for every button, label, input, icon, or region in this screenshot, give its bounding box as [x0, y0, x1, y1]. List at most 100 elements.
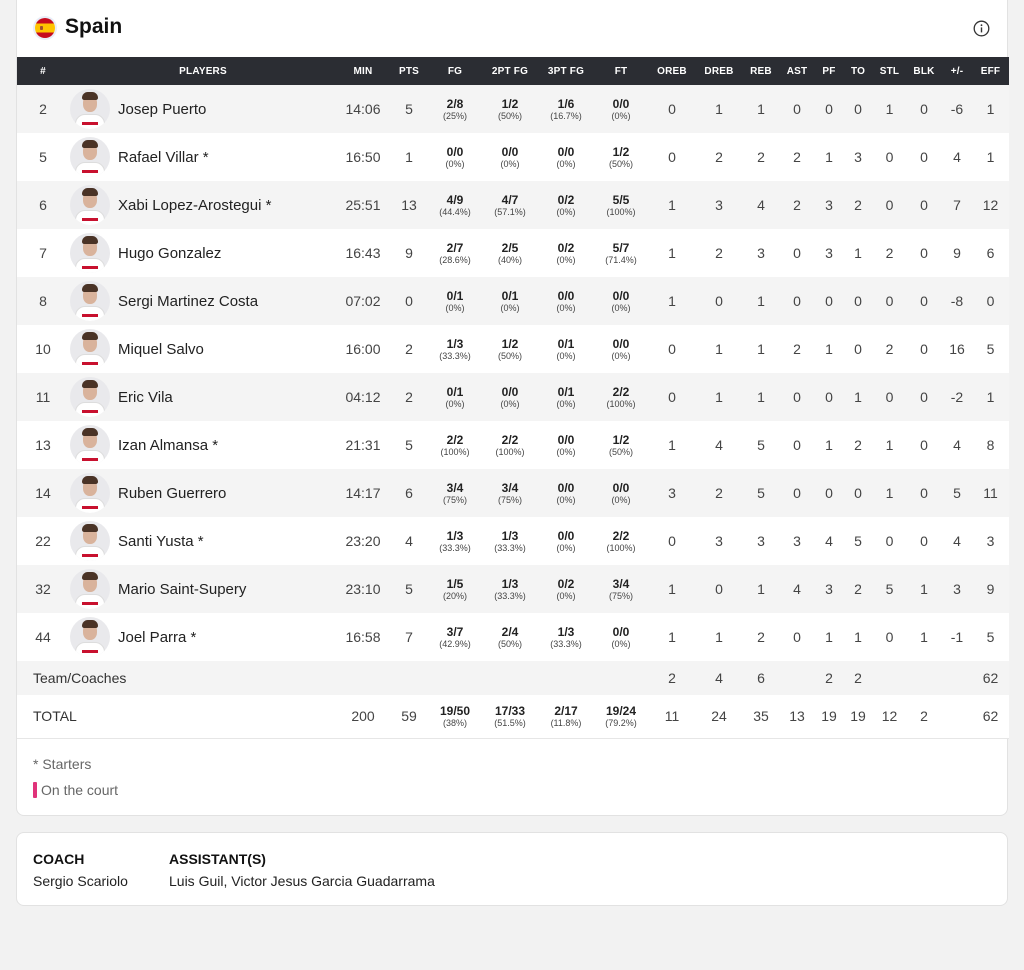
- minutes: 16:43: [337, 229, 389, 277]
- player-avatar: [70, 617, 110, 657]
- player-name[interactable]: Xabi Lopez-Arostegui *: [118, 196, 272, 214]
- stat-to: 3: [843, 133, 873, 181]
- column-header: BLK: [906, 57, 942, 85]
- player-row[interactable]: 6 Xabi Lopez-Arostegui * 25:51 13 4/9 (44.4%)…: [17, 181, 1009, 229]
- team-stat-stl: [873, 661, 906, 695]
- field-goals-percentage: (0%): [445, 302, 465, 313]
- player-row[interactable]: 13 Izan Almansa * 21:31 5 2/2 (100%) 2/2 (100%)…: [17, 421, 1009, 469]
- total-three-pointers-made-attempted: 2/17: [554, 703, 578, 718]
- two-pointers: 1/3 (33.3%): [481, 517, 539, 565]
- player-name[interactable]: Eric Vila: [118, 388, 173, 406]
- stat-pf: 3: [815, 229, 843, 277]
- stat-oreb: 0: [649, 517, 695, 565]
- player-avatar: [70, 377, 110, 417]
- points: 5: [389, 565, 429, 613]
- empty-cell: [593, 661, 649, 695]
- player-avatar: [70, 233, 110, 273]
- player-name[interactable]: Sergi Martinez Costa: [118, 292, 259, 310]
- coach-heading: COACH: [33, 851, 85, 867]
- player-name[interactable]: Hugo Gonzalez: [118, 244, 222, 262]
- stat-reb: 5: [743, 421, 779, 469]
- stat-pf: 0: [815, 277, 843, 325]
- free-throws-made-attempted: 3/4: [612, 576, 630, 591]
- two-pointers-percentage: (0%): [500, 398, 520, 409]
- total-two-pointers-made-attempted: 17/33: [494, 703, 526, 718]
- jersey-number: 22: [17, 517, 69, 565]
- stat-reb: 2: [743, 133, 779, 181]
- two-pointers-percentage: (33.3%): [494, 590, 526, 601]
- stat-eff: 0: [972, 277, 1009, 325]
- stat-to: 2: [843, 181, 873, 229]
- stat-dreb: 1: [695, 613, 743, 661]
- points: 7: [389, 613, 429, 661]
- player-row[interactable]: 5 Rafael Villar * 16:50 1 0/0 (0%) 0/0 (0%) 0/0(…: [17, 133, 1009, 181]
- player-name[interactable]: Josep Puerto: [118, 100, 207, 118]
- free-throws-made-attempted: 0/0: [612, 288, 630, 303]
- info-icon[interactable]: [973, 20, 990, 37]
- free-throws-made-attempted: 0/0: [612, 336, 630, 351]
- two-pointers-percentage: (100%): [495, 446, 525, 457]
- total-free-throws: 19/24 (79.2%): [593, 695, 649, 739]
- stat-oreb: 1: [649, 181, 695, 229]
- stat-oreb: 1: [649, 613, 695, 661]
- stat-ast: 4: [779, 565, 815, 613]
- player-avatar: [70, 521, 110, 561]
- team-coaches-label: Team/Coaches: [17, 661, 429, 695]
- player-row[interactable]: 7 Hugo Gonzalez 16:43 9 2/7 (28.6%) 2/5 (40%) 0/…: [17, 229, 1009, 277]
- player-name[interactable]: Santi Yusta *: [118, 532, 204, 550]
- total-field-goals: 19/50 (38%): [429, 695, 481, 739]
- player-name[interactable]: Miquel Salvo: [118, 340, 204, 358]
- jersey-number: 5: [17, 133, 69, 181]
- field-goals: 4/9 (44.4%): [429, 181, 481, 229]
- player-row[interactable]: 8 Sergi Martinez Costa 07:02 0 0/1 (0%) 0/1 (0%…: [17, 277, 1009, 325]
- total-stat-reb: 35: [743, 695, 779, 739]
- total-row: TOTAL 200 59 19/50 (38%) 17/33 (51.5%) 2/17 (11.…: [17, 695, 1009, 739]
- player-name[interactable]: Izan Almansa *: [118, 436, 219, 454]
- player-name[interactable]: Joel Parra *: [118, 628, 197, 646]
- jersey-number: 44: [17, 613, 69, 661]
- stat-ast: 2: [779, 181, 815, 229]
- player-row[interactable]: 14 Ruben Guerrero 14:17 6 3/4 (75%) 3/4 (75%) 0/…: [17, 469, 1009, 517]
- assistants-heading: ASSISTANT(S): [169, 851, 266, 867]
- total-field-goals-percentage: (38%): [442, 717, 467, 728]
- player-row[interactable]: 44 Joel Parra * 16:58 7 3/7 (42.9%) 2/4 (50%) 1/…: [17, 613, 1009, 661]
- two-pointers: 4/7 (57.1%): [481, 181, 539, 229]
- two-pointers-percentage: (75%): [497, 494, 522, 505]
- stat-pm: 4: [942, 133, 972, 181]
- points: 2: [389, 373, 429, 421]
- free-throws-percentage: (100%): [606, 206, 636, 217]
- three-pointers-made-attempted: 0/0: [557, 480, 575, 495]
- free-throws-percentage: (0%): [611, 110, 631, 121]
- player-row[interactable]: 11 Eric Vila 04:12 2 0/1 (0%) 0/0 (0%) 0/1 (0%) 2/…: [17, 373, 1009, 421]
- stat-ast: 0: [779, 613, 815, 661]
- stat-eff: 3: [972, 517, 1009, 565]
- player-name[interactable]: Ruben Guerrero: [118, 484, 227, 502]
- player-cell: Sergi Martinez Costa: [69, 277, 337, 325]
- three-pointers-made-attempted: 0/1: [557, 336, 575, 351]
- field-goals-made-attempted: 2/8: [446, 96, 464, 111]
- column-header: PLAYERS: [69, 57, 337, 85]
- player-name[interactable]: Mario Saint-Supery: [118, 580, 247, 598]
- player-row[interactable]: 32 Mario Saint-Supery 23:10 5 1/5 (20%) 1/3 (33…: [17, 565, 1009, 613]
- player-name[interactable]: Rafael Villar *: [118, 148, 209, 166]
- player-cell: Josep Puerto: [69, 85, 337, 133]
- player-cell: Izan Almansa *: [69, 421, 337, 469]
- stat-pf: 1: [815, 613, 843, 661]
- player-row[interactable]: 2 Josep Puerto 14:06 5 2/8 (25%) 1/2 (50%) 1/6 (1…: [17, 85, 1009, 133]
- player-row[interactable]: 22 Santi Yusta * 23:20 4 1/3 (33.3%) 1/3 (33.3%…: [17, 517, 1009, 565]
- minutes: 23:10: [337, 565, 389, 613]
- minutes: 16:58: [337, 613, 389, 661]
- team-stat-ast: [779, 661, 815, 695]
- free-throws-percentage: (100%): [606, 542, 636, 553]
- two-pointers-made-attempted: 1/3: [501, 528, 519, 543]
- column-header: EFF: [972, 57, 1009, 85]
- three-pointers-made-attempted: 0/1: [557, 384, 575, 399]
- two-pointers-made-attempted: 0/0: [501, 144, 519, 159]
- three-pointers: 0/2 (0%): [539, 229, 593, 277]
- player-row[interactable]: 10 Miquel Salvo 16:00 2 1/3 (33.3%) 1/2 (50%) 0/…: [17, 325, 1009, 373]
- total-points: 59: [389, 695, 429, 739]
- minutes: 16:50: [337, 133, 389, 181]
- two-pointers-percentage: (0%): [500, 302, 520, 313]
- total-minutes: 200: [337, 695, 389, 739]
- starters-note: * Starters: [33, 756, 92, 772]
